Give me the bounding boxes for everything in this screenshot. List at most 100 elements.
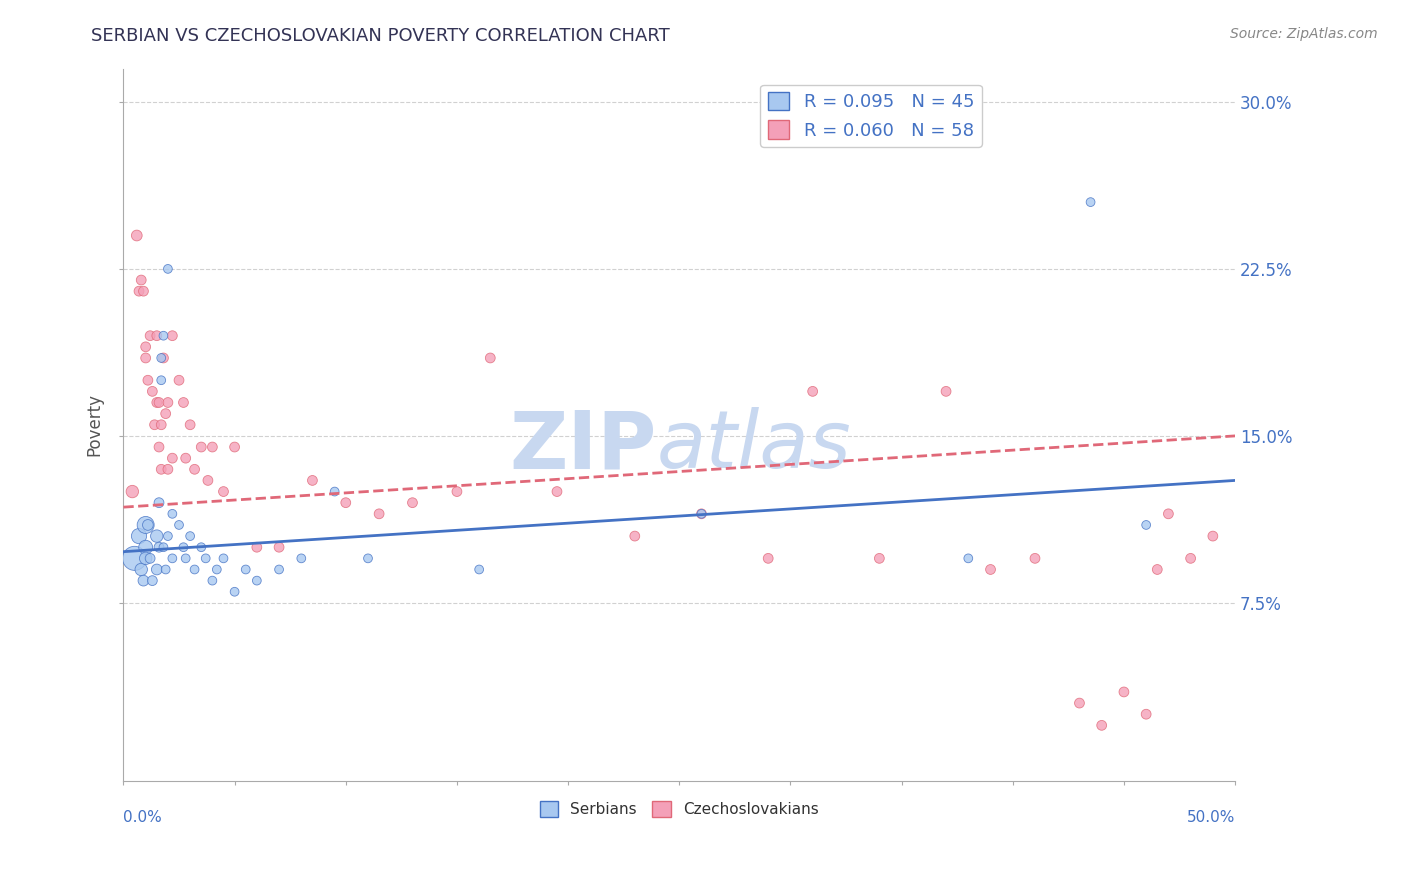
Point xyxy=(135,540,157,554)
Point xyxy=(801,384,824,399)
Point xyxy=(401,496,423,510)
Point xyxy=(1135,707,1157,722)
Point xyxy=(146,562,169,576)
Point xyxy=(125,228,148,243)
Point xyxy=(148,440,170,454)
Point xyxy=(690,507,713,521)
Point xyxy=(148,496,170,510)
Point xyxy=(172,395,194,409)
Text: 50.0%: 50.0% xyxy=(1187,810,1234,824)
Point xyxy=(267,562,290,576)
Point xyxy=(479,351,502,365)
Point xyxy=(129,273,152,287)
Point xyxy=(179,417,201,432)
Point xyxy=(146,395,169,409)
Point xyxy=(152,351,174,365)
Point xyxy=(155,562,177,576)
Point xyxy=(156,529,179,543)
Point xyxy=(136,518,159,533)
Text: atlas: atlas xyxy=(657,407,852,485)
Point xyxy=(174,451,197,466)
Point xyxy=(190,540,212,554)
Point xyxy=(132,284,155,298)
Text: SERBIAN VS CZECHOSLOVAKIAN POVERTY CORRELATION CHART: SERBIAN VS CZECHOSLOVAKIAN POVERTY CORRE… xyxy=(91,27,671,45)
Point xyxy=(141,384,163,399)
Point xyxy=(190,440,212,454)
Point xyxy=(155,407,177,421)
Point xyxy=(139,551,162,566)
Point xyxy=(152,328,174,343)
Point xyxy=(167,518,190,533)
Point xyxy=(368,507,391,521)
Point xyxy=(212,484,235,499)
Point xyxy=(194,551,217,566)
Point xyxy=(357,551,380,566)
Point xyxy=(121,484,143,499)
Point xyxy=(179,529,201,543)
Point xyxy=(301,474,323,488)
Point xyxy=(201,574,224,588)
Point xyxy=(162,328,184,343)
Point xyxy=(1024,551,1046,566)
Point xyxy=(201,440,224,454)
Point xyxy=(935,384,957,399)
Point xyxy=(146,529,169,543)
Point xyxy=(150,417,173,432)
Point xyxy=(139,328,162,343)
Point xyxy=(335,496,357,510)
Point xyxy=(156,462,179,476)
Point xyxy=(224,584,246,599)
Point xyxy=(235,562,257,576)
Point xyxy=(1146,562,1168,576)
Point xyxy=(156,395,179,409)
Point xyxy=(174,551,197,566)
Point xyxy=(162,551,184,566)
Point xyxy=(1202,529,1225,543)
Point xyxy=(1135,518,1157,533)
Point xyxy=(135,518,157,533)
Text: 0.0%: 0.0% xyxy=(124,810,162,824)
Point xyxy=(135,551,157,566)
Point xyxy=(143,417,166,432)
Point xyxy=(957,551,980,566)
Point xyxy=(124,551,146,566)
Point xyxy=(146,328,169,343)
Point xyxy=(1112,685,1135,699)
Point xyxy=(323,484,346,499)
Point xyxy=(183,562,205,576)
Point xyxy=(172,540,194,554)
Point xyxy=(197,474,219,488)
Point xyxy=(148,540,170,554)
Point xyxy=(868,551,890,566)
Point xyxy=(756,551,779,566)
Point xyxy=(132,574,155,588)
Point xyxy=(290,551,312,566)
Point xyxy=(150,351,173,365)
Point xyxy=(1080,195,1102,210)
Point xyxy=(246,540,269,554)
Point xyxy=(212,551,235,566)
Point xyxy=(1180,551,1202,566)
Point xyxy=(167,373,190,387)
Point xyxy=(246,574,269,588)
Point xyxy=(156,261,179,276)
Point xyxy=(205,562,228,576)
Point xyxy=(1157,507,1180,521)
Point xyxy=(546,484,568,499)
Point xyxy=(162,507,184,521)
Point xyxy=(690,507,713,521)
Point xyxy=(150,462,173,476)
Point xyxy=(183,462,205,476)
Point xyxy=(1069,696,1091,710)
Point xyxy=(1091,718,1114,732)
Point xyxy=(162,451,184,466)
Text: Source: ZipAtlas.com: Source: ZipAtlas.com xyxy=(1230,27,1378,41)
Point xyxy=(446,484,468,499)
Point xyxy=(150,373,173,387)
Point xyxy=(148,395,170,409)
Text: ZIP: ZIP xyxy=(510,407,657,485)
Point xyxy=(468,562,491,576)
Y-axis label: Poverty: Poverty xyxy=(86,393,103,457)
Point xyxy=(135,340,157,354)
Point xyxy=(224,440,246,454)
